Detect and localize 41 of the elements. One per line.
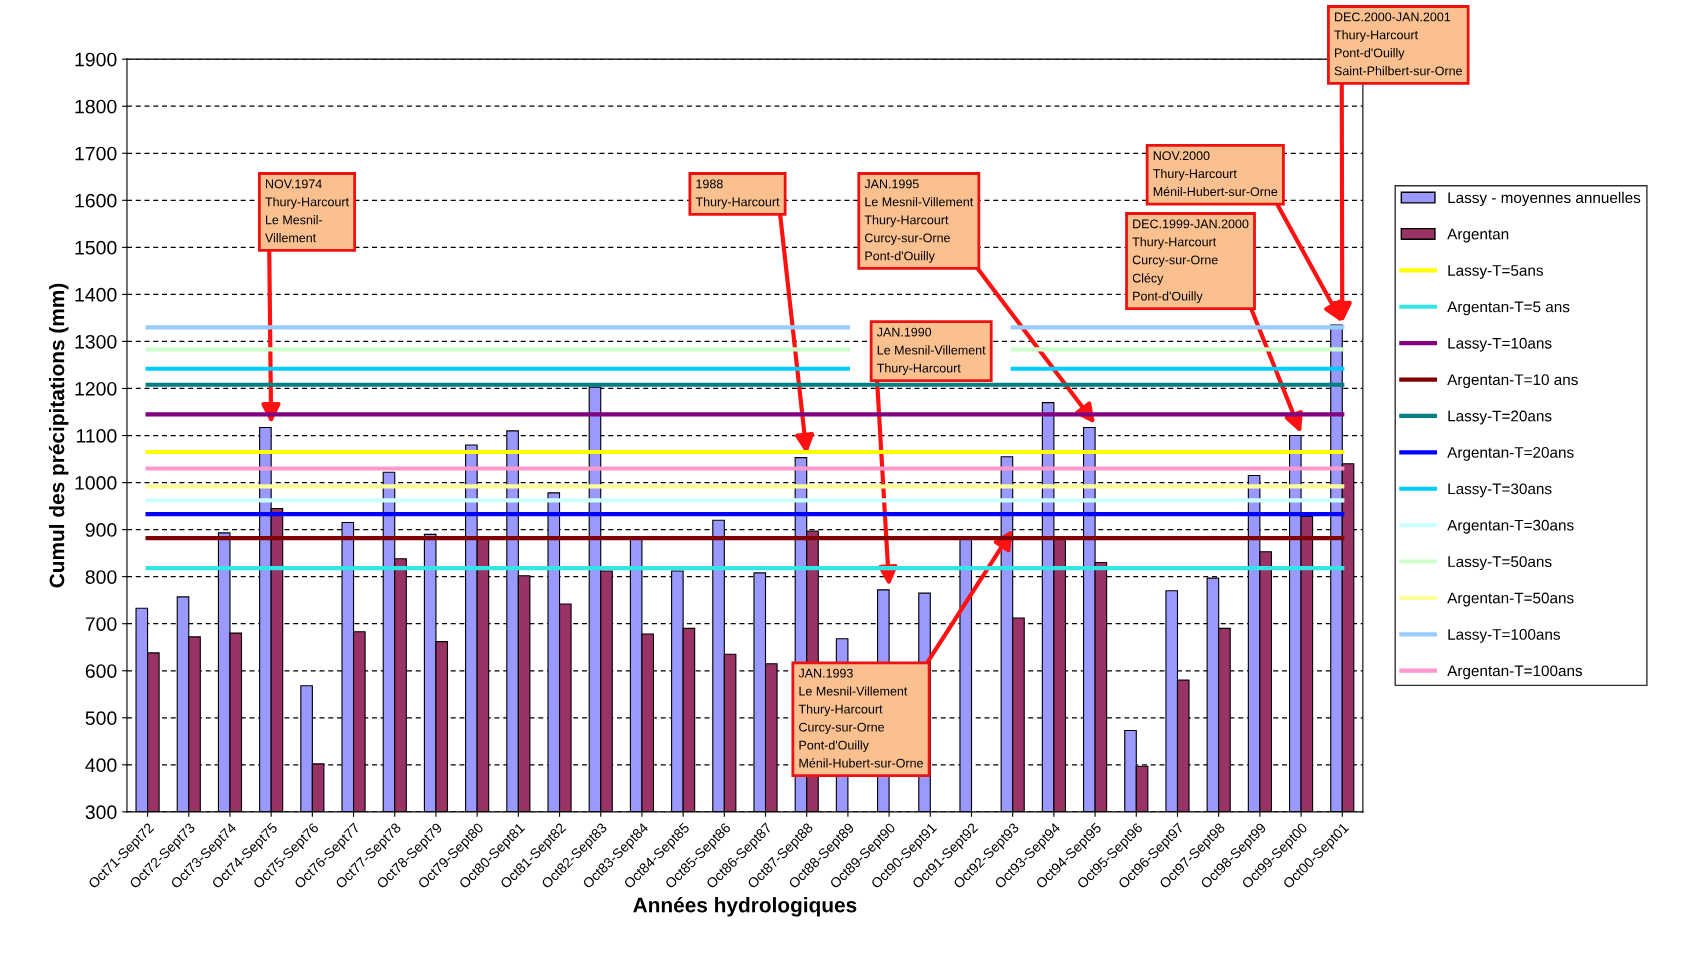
legend-label: Argentan-T=50ans (1447, 592, 1574, 607)
y-tick-label: 1100 (76, 429, 117, 443)
annotation: 1988 Thury-Harcourt (695, 179, 780, 209)
annotation: NOV.1974 Thury-Harcourt Le Mesnil- Villement (265, 179, 349, 243)
y-tick-label: 900 (85, 523, 117, 537)
annotation: NOV.2000 Thury-Harcourt Ménil-Hubert-sur-Orne (1153, 151, 1278, 197)
legend-label: Argentan-T=30ans (1447, 519, 1574, 534)
annotation: JAN.1993 Le Mesnil-Villement Thury-Harcourt Curcy-sur-Orne Pont-d'Ouilly Ménil-Hubert-sur-Orne (798, 668, 923, 768)
y-tick-label: 1000 (75, 476, 117, 490)
legend-label: Argentan-T=20ans (1447, 447, 1574, 461)
legend-label: Lassy - moyennes annuelles (1448, 191, 1641, 207)
y-tick-label: 1300 (75, 334, 117, 349)
annotation: DEC.2000-JAN.2001 Thury-Harcourt Pont-d'Ouilly Saint-Philbert-sur-Orne (1334, 12, 1462, 76)
legend-label: Argentan-T=100ans (1447, 665, 1583, 680)
y-tick-label: 1500 (75, 240, 117, 255)
y-tick-label: 500 (85, 711, 117, 726)
y-tick-label: 1900 (75, 52, 117, 67)
y-tick-label: 1800 (75, 99, 117, 114)
x-axis-title: Années hydrologiques (633, 896, 857, 917)
annotation: DEC.1999-JAN.2000 Thury-Harcourt Curcy-sur-Orne Clécy Pont-d'Ouilly (1132, 219, 1249, 303)
y-axis-title: Cumul des précipitations (mm) (48, 283, 69, 588)
y-tick-label: 1400 (75, 287, 117, 302)
annotation: JAN.1990 Le Mesnil-Villement Thury-Harcourt (876, 327, 986, 375)
legend-label: Argentan-T=10 ans (1447, 374, 1578, 389)
legend-label: Lassy-T=30ans (1448, 483, 1552, 498)
legend-label: Argentan (1447, 228, 1509, 243)
annotation: JAN.1995 Le Mesnil-Villement Thury-Harcourt Curcy-sur-Orne Pont-d'Ouilly (864, 179, 974, 263)
legend-label: Lassy-T=10ans (1448, 337, 1552, 352)
y-tick-label: 400 (85, 758, 117, 773)
y-tick-label: 600 (85, 664, 117, 678)
y-tick-label: 1200 (75, 381, 117, 396)
legend-label: Lassy-T=20ans (1448, 410, 1552, 425)
legend-label: Lassy-T=5ans (1448, 265, 1543, 279)
y-tick-label: 300 (85, 805, 117, 820)
legend-label: Lassy-T=100ans (1448, 628, 1560, 643)
legend-label: Argentan-T=5 ans (1447, 301, 1570, 316)
y-tick-label: 800 (85, 570, 117, 584)
legend-label: Lassy-T=50ans (1448, 556, 1552, 571)
y-tick-label: 700 (85, 617, 117, 631)
y-tick-label: 1600 (75, 193, 117, 208)
y-tick-label: 1700 (75, 146, 117, 161)
